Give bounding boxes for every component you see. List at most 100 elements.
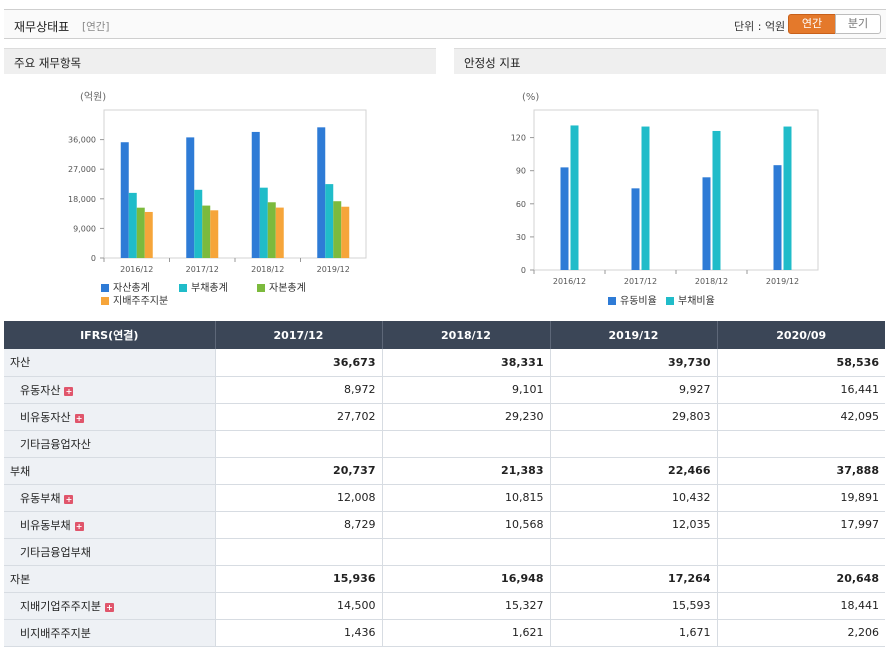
value-cell (716, 538, 885, 566)
statement-header: 재무상태표 [연간] 단위 : 억원 연간 분기 (4, 9, 886, 39)
expand-plus-icon[interactable]: + (64, 386, 74, 396)
bar-1-2019-12[interactable] (773, 165, 782, 270)
value-cell (214, 430, 382, 458)
row-label-cell: 유동부채 + (4, 484, 215, 512)
table-row: 비유동부채 +8,729 10,568 12,035 17,997 (4, 511, 885, 539)
value-cell: 19,891 (716, 484, 885, 512)
row-label: 부채 (10, 464, 31, 478)
bar-4-2017-12[interactable] (210, 210, 219, 258)
value-cell: 16,948 (381, 565, 550, 593)
bar-1-2017-12[interactable] (186, 137, 195, 258)
bar-4-2018-12[interactable] (275, 207, 284, 258)
row-label: 비지배주주지분 (20, 626, 91, 640)
legend-label[interactable]: 자산총계 (113, 282, 150, 294)
bar-2-2018-12[interactable] (712, 130, 721, 270)
y-tick-label: 27,000 (68, 165, 96, 174)
expand-plus-icon[interactable]: + (74, 413, 84, 423)
row-label: 자산 (10, 356, 31, 370)
annual-toggle-button[interactable]: 연간 (788, 14, 836, 34)
value-cell: 1,671 (549, 619, 717, 647)
bar-2-2016-12[interactable] (128, 192, 137, 258)
expand-plus-icon[interactable]: + (74, 521, 84, 531)
legend-label[interactable]: 부채총계 (191, 282, 228, 294)
expand-plus-icon[interactable]: + (64, 494, 74, 504)
bar-3-2019-12[interactable] (333, 201, 342, 258)
table-row: 비유동자산 +27,702 29,230 29,803 42,095 (4, 403, 885, 431)
value-cell: 17,264 (549, 565, 717, 593)
bar-1-2018-12[interactable] (702, 177, 711, 270)
table-row: 기타금융업부채 (4, 538, 885, 566)
value-cell: 39,730 (549, 349, 717, 377)
legend-label[interactable]: 지배주주지분 (113, 295, 168, 307)
bar-2-2016-12[interactable] (570, 125, 579, 270)
x-tick-label: 2018/12 (251, 265, 284, 274)
header-period: 2018/12 (381, 321, 550, 349)
key-items-chart: (억원) 0 9,000 18,000 27,000 36,000 2016/12 2017/… (68, 91, 367, 307)
value-cell: 12,035 (549, 511, 717, 539)
row-label-cell: 유동자산 + (4, 376, 215, 404)
bar-1-2016-12[interactable] (120, 142, 129, 258)
value-cell: 1,436 (214, 619, 382, 647)
legend-swatch (179, 284, 187, 292)
stability-panel-title: 안정성 지표 (464, 56, 521, 70)
row-label: 지배기업주주지분 (20, 599, 101, 613)
bar-2-2018-12[interactable] (259, 187, 268, 258)
value-cell: 10,432 (549, 484, 717, 512)
value-cell (381, 538, 550, 566)
value-cell (549, 538, 717, 566)
legend-label[interactable]: 부채비율 (678, 295, 715, 307)
value-cell: 29,230 (381, 403, 550, 431)
bar-2-2019-12[interactable] (325, 184, 334, 258)
header-period: 2020/09 (716, 321, 885, 349)
stability-chart: (%) 0 30 60 90 120 2016/12 2017/12 2018/12 2019/1… (511, 92, 819, 307)
value-cell: 15,936 (214, 565, 382, 593)
key-items-panel-header: 주요 재무항목 (4, 48, 436, 74)
row-label: 비유동자산 (20, 410, 71, 424)
value-cell: 8,972 (214, 376, 382, 404)
key-items-panel-title: 주요 재무항목 (14, 56, 82, 70)
value-cell: 22,466 (549, 457, 717, 485)
value-cell: 21,383 (381, 457, 550, 485)
bar-3-2018-12[interactable] (267, 202, 276, 258)
bar-3-2017-12[interactable] (202, 205, 211, 258)
value-cell: 8,729 (214, 511, 382, 539)
value-cell: 20,737 (214, 457, 382, 485)
legend-swatch (666, 297, 674, 305)
value-cell: 18,441 (716, 592, 885, 620)
legend-label[interactable]: 유동비율 (620, 295, 657, 307)
row-label: 기타금융업자산 (20, 437, 91, 451)
bar-3-2016-12[interactable] (136, 207, 145, 258)
bar-1-2019-12[interactable] (317, 127, 326, 258)
y-axis-unit-label: (억원) (80, 91, 106, 103)
bar-4-2016-12[interactable] (144, 211, 153, 258)
header-period: 2019/12 (549, 321, 717, 349)
bar-4-2019-12[interactable] (341, 206, 350, 258)
legend-swatch (257, 284, 265, 292)
row-label-cell: 기타금융업부채 (4, 538, 215, 566)
value-cell: 36,673 (214, 349, 382, 377)
legend-swatch (608, 297, 616, 305)
bar-2-2019-12[interactable] (783, 126, 792, 270)
value-cell: 14,500 (214, 592, 382, 620)
y-axis-unit-label: (%) (522, 92, 539, 103)
legend-label[interactable]: 자본총계 (269, 282, 306, 294)
header-period: 2017/12 (214, 321, 382, 349)
bar-2-2017-12[interactable] (194, 189, 203, 258)
expand-plus-icon[interactable]: + (104, 602, 114, 612)
table-row: 자산 36,673 38,331 39,730 58,536 (4, 349, 885, 377)
bar-1-2016-12[interactable] (560, 167, 569, 270)
plot-area (533, 109, 819, 271)
quarter-toggle-button[interactable]: 분기 (835, 14, 881, 34)
bar-2-2017-12[interactable] (641, 126, 650, 270)
y-tick-label: 120 (511, 134, 526, 143)
y-tick-label: 0 (91, 254, 96, 263)
value-cell (214, 538, 382, 566)
row-label-cell: 비유동부채 + (4, 511, 215, 539)
statement-title: 재무상태표 (14, 20, 70, 34)
bar-1-2018-12[interactable] (251, 131, 260, 258)
bar-1-2017-12[interactable] (631, 188, 640, 270)
row-label-cell: 자산 (4, 349, 215, 377)
value-cell: 1,621 (381, 619, 550, 647)
table-row: 유동자산 +8,972 9,101 9,927 16,441 (4, 376, 885, 404)
table-row: 비지배주주지분 1,436 1,621 1,671 2,206 (4, 619, 885, 647)
